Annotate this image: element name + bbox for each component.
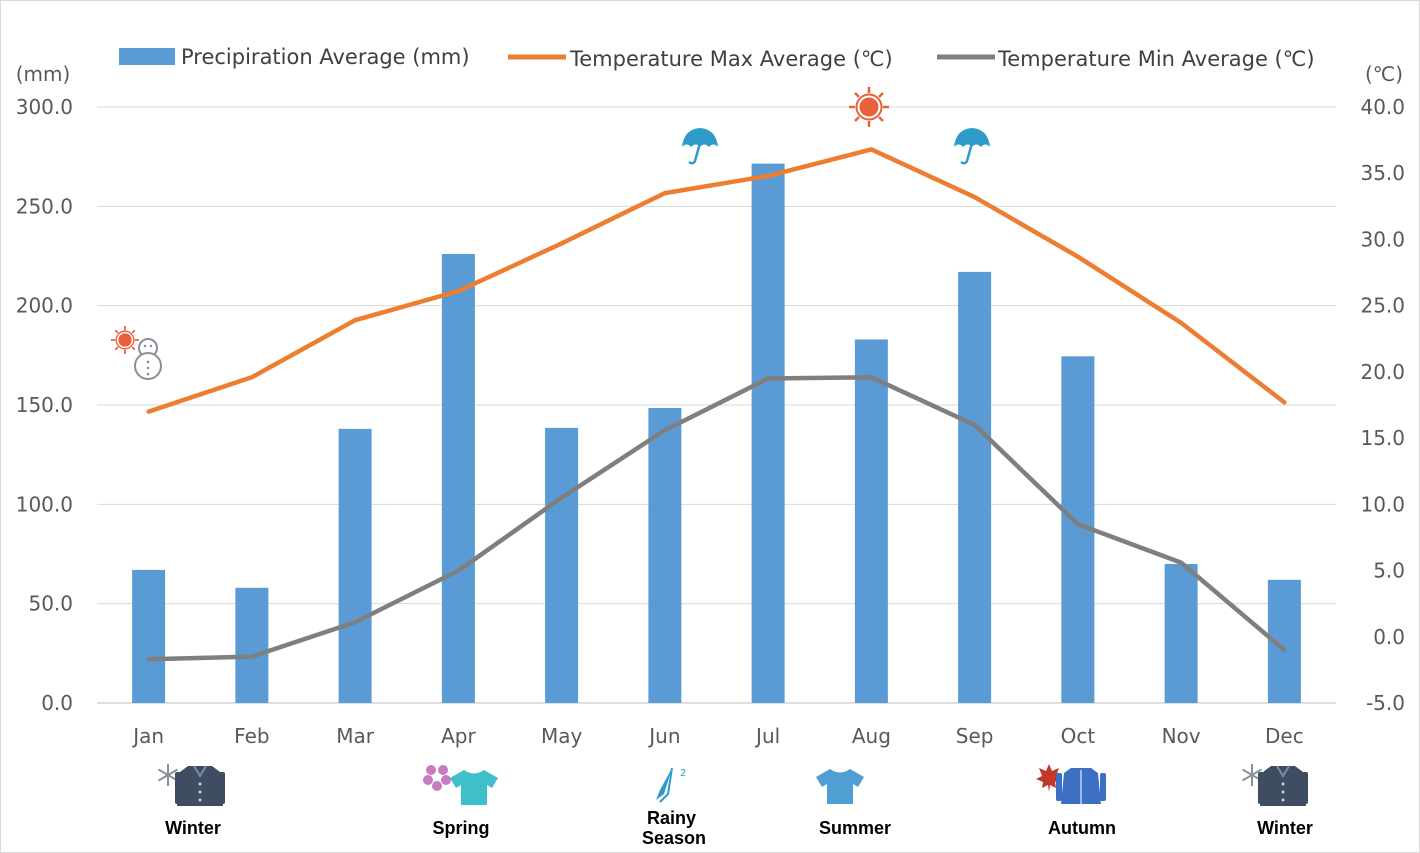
legend-swatch-precip	[119, 48, 175, 65]
y-left-tick: 200.0	[16, 294, 73, 318]
temperature-lines	[146, 147, 1287, 662]
season-rainy-label: Rainy Season	[642, 808, 706, 848]
precip-bar	[751, 163, 785, 703]
x-tick: Mar	[336, 724, 375, 748]
y-left-tick: 250.0	[16, 194, 73, 218]
y-left-tick: 0.0	[41, 691, 73, 715]
temp-max-line	[146, 147, 1287, 414]
season-winter-label: Winter	[1257, 818, 1313, 838]
season-winter-label: Winter	[165, 818, 221, 838]
legend-label-tmin: Temperature Min Average (℃)	[997, 47, 1315, 71]
y-right-tick: 15.0	[1360, 426, 1405, 450]
y-right-tick: 25.0	[1360, 294, 1405, 318]
x-tick: Jan	[131, 724, 164, 748]
y-right-tick: 30.0	[1360, 227, 1405, 251]
tshirt-icon	[450, 770, 498, 805]
y-right-tick: -5.0	[1366, 691, 1405, 715]
y-right-tick: 10.0	[1360, 492, 1405, 516]
flower-icon	[423, 765, 451, 791]
precip-bar	[1164, 563, 1198, 703]
legend-label-precip: Precipiration Average (mm)	[181, 45, 470, 69]
x-tick: Aug	[852, 724, 891, 748]
y-right-tick: 5.0	[1373, 559, 1405, 583]
coat-icon	[174, 765, 226, 807]
x-tick: May	[541, 724, 583, 748]
y-right-tick: 40.0	[1360, 95, 1405, 119]
y-right-tick: 20.0	[1360, 360, 1405, 384]
y-left-tick: 300.0	[16, 95, 73, 119]
precip-bar	[958, 271, 992, 703]
maple-leaf-icon	[1036, 764, 1062, 792]
x-tick: Jul	[754, 724, 780, 748]
y-right-label: (℃)	[1365, 62, 1403, 86]
precip-bars	[132, 163, 1301, 703]
x-tick: Apr	[441, 724, 476, 748]
precip-bar	[338, 428, 372, 703]
precip-bar	[854, 339, 888, 703]
sun-icon	[847, 85, 891, 129]
coat-icon	[1257, 765, 1309, 807]
season-autumn-label: Autumn	[1048, 818, 1116, 838]
y-left-tick: 150.0	[16, 393, 73, 417]
snowman-icon	[134, 338, 162, 380]
precip-bar	[648, 407, 682, 703]
umbrella-icon	[680, 126, 720, 165]
svg-text:2: 2	[680, 768, 686, 779]
precip-bar	[132, 569, 166, 703]
y-left-label: (mm)	[16, 62, 71, 86]
season-row: 2 Winter Spring Rainy Season Summer Autu…	[157, 763, 1313, 848]
y-left-tick: 100.0	[16, 492, 73, 516]
y-right-tick: 35.0	[1360, 161, 1405, 185]
y-left-tick: 50.0	[28, 592, 73, 616]
jacket-icon	[1056, 768, 1106, 804]
x-tick: Sep	[956, 724, 994, 748]
legend-label-tmax: Temperature Max Average (℃)	[569, 47, 893, 71]
season-summer-label: Summer	[819, 818, 891, 838]
precip-bar	[441, 254, 475, 703]
umbrella-icon	[952, 126, 992, 165]
season-spring-label: Spring	[433, 818, 490, 838]
temp-min-line	[146, 374, 1287, 662]
x-tick: Jun	[647, 724, 680, 748]
legend: Precipiration Average (mm) Temperature M…	[119, 45, 1315, 71]
closed-umbrella-icon: 2	[656, 767, 686, 803]
axis-labels: 0.0 50.0 100.0 150.0 200.0 250.0 300.0 -5.0 0.0 5…	[16, 95, 1405, 748]
tshirt-icon	[816, 769, 864, 804]
x-tick: Feb	[234, 724, 269, 748]
snowflake-icon	[157, 763, 179, 787]
x-tick: Nov	[1162, 724, 1201, 748]
sun-icon	[110, 325, 140, 355]
precip-bar	[545, 427, 579, 703]
precip-bar	[235, 587, 269, 703]
x-tick: Oct	[1061, 724, 1096, 748]
x-tick: Dec	[1265, 724, 1304, 748]
y-right-tick: 0.0	[1373, 625, 1405, 649]
gridlines	[97, 106, 1336, 704]
